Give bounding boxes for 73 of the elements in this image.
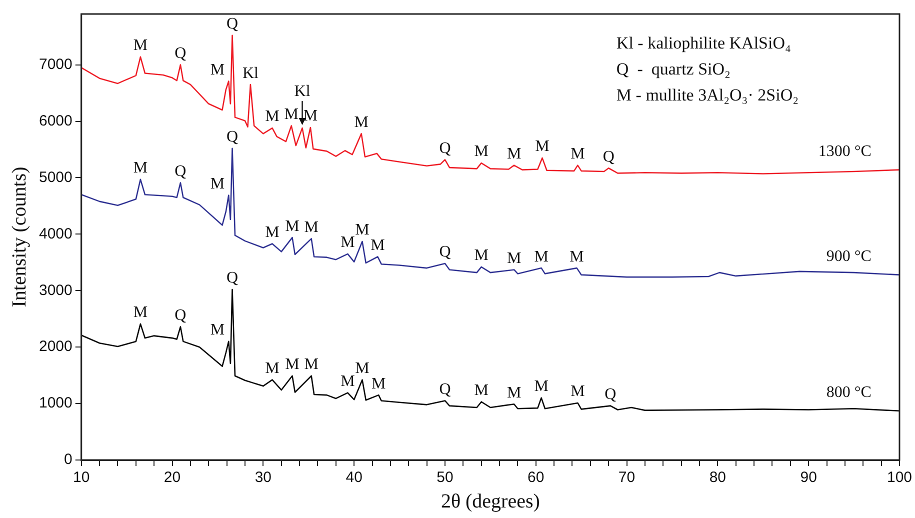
annotation: Q bbox=[226, 270, 238, 287]
series-label: 800 °C bbox=[826, 384, 872, 402]
y-tick-label: 6000 bbox=[38, 112, 72, 130]
x-tick-label: 70 bbox=[618, 469, 636, 486]
annotation: M bbox=[265, 224, 280, 241]
annotation: M bbox=[265, 108, 280, 126]
annotation: Q bbox=[174, 306, 187, 324]
annotation: M bbox=[474, 247, 488, 264]
annotation: Q bbox=[226, 16, 238, 33]
y-tick-label: 4000 bbox=[38, 225, 72, 242]
y-tick-label: 0 bbox=[64, 451, 72, 468]
x-axis-title: 2θ (degrees) bbox=[440, 490, 540, 512]
x-tick-label: 100 bbox=[886, 469, 912, 486]
annotation: Q bbox=[174, 45, 187, 62]
x-tick-label: 10 bbox=[73, 469, 90, 486]
annotation: Q bbox=[604, 386, 617, 404]
y-tick-label: 7000 bbox=[38, 56, 72, 73]
annotation: Q bbox=[439, 140, 452, 157]
series-label: 900 °C bbox=[826, 248, 872, 266]
annotation: M bbox=[340, 373, 355, 390]
x-tick-label: 40 bbox=[346, 469, 362, 486]
x-tick-label: 60 bbox=[528, 469, 544, 486]
annotation: M bbox=[474, 382, 488, 400]
y-tick-label: 3000 bbox=[38, 282, 72, 299]
y-tick-label: 1000 bbox=[38, 394, 72, 412]
annotation: Q bbox=[439, 244, 452, 261]
annotation: M - mullite 3Al₂O₃· 2SiO₂ bbox=[616, 85, 799, 104]
x-tick-label: 30 bbox=[254, 469, 272, 486]
x-tick-label: 50 bbox=[436, 469, 454, 486]
annotation: M bbox=[535, 138, 550, 156]
annotation: M bbox=[506, 250, 522, 267]
annotation: M bbox=[570, 146, 585, 163]
annotation: M bbox=[265, 360, 280, 378]
annotation: Q bbox=[439, 380, 452, 398]
annotation: M bbox=[354, 114, 368, 131]
annotation: M bbox=[506, 384, 522, 402]
annotation: Q bbox=[226, 128, 238, 146]
y-axis-title: Intensity (counts) bbox=[8, 166, 30, 308]
series-label: 1300 °C bbox=[818, 143, 872, 160]
annotation: Kl bbox=[242, 64, 259, 82]
annotation: M bbox=[285, 218, 300, 235]
annotation: M bbox=[534, 378, 548, 396]
annotation: M bbox=[133, 160, 148, 177]
annotation: M bbox=[210, 175, 225, 192]
annotation: M bbox=[210, 322, 225, 339]
annotation: M bbox=[372, 375, 386, 392]
annotation: M bbox=[474, 143, 488, 160]
annotation: M bbox=[304, 218, 318, 236]
annotation: M bbox=[570, 383, 585, 400]
y-tick-label: 2000 bbox=[38, 338, 72, 356]
annotation: M bbox=[355, 360, 370, 378]
annotation: M bbox=[370, 236, 385, 254]
annotation: Q - quartz SiO₂ bbox=[616, 59, 730, 78]
annotation: M bbox=[340, 234, 355, 252]
x-tick-label: 90 bbox=[800, 469, 817, 486]
annotation: M bbox=[210, 61, 225, 78]
annotation: M bbox=[570, 248, 584, 266]
y-tick-label: 5000 bbox=[38, 168, 72, 186]
annotation: M bbox=[355, 222, 370, 239]
annotation: Kl bbox=[294, 83, 311, 100]
x-tick-label: 80 bbox=[709, 469, 726, 486]
annotation: M bbox=[284, 106, 298, 123]
annotation: Kl - kaliophilite KAlSiO₄ bbox=[616, 33, 791, 52]
annotation: M bbox=[133, 304, 148, 322]
annotation: Q bbox=[602, 148, 615, 166]
x-tick-label: 20 bbox=[164, 469, 181, 486]
annotation: M bbox=[133, 37, 148, 54]
annotation: M bbox=[285, 356, 300, 374]
annotation: M bbox=[303, 108, 318, 125]
annotation: M bbox=[534, 248, 548, 266]
annotation: Q bbox=[174, 163, 187, 180]
annotation: M bbox=[506, 146, 522, 163]
annotation: M bbox=[304, 356, 318, 374]
